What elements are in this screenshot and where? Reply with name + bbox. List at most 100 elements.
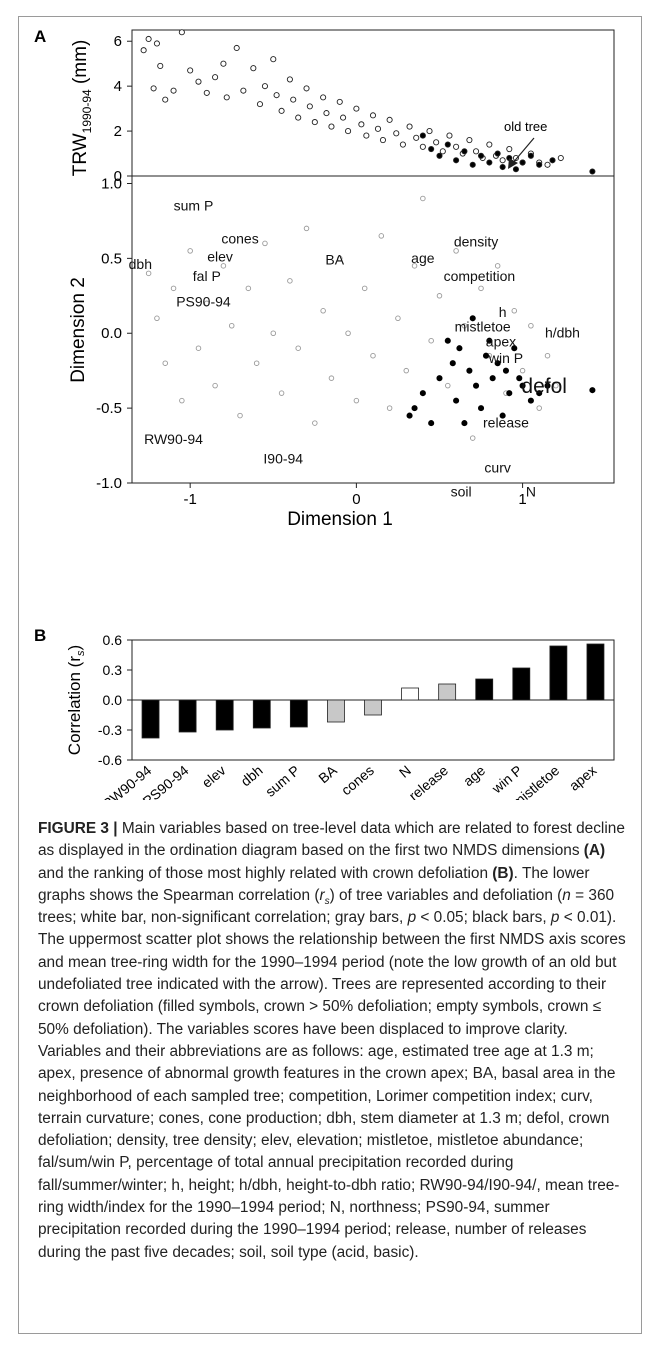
tree-point bbox=[403, 367, 409, 374]
nmds-scatter-plot: 1.0 0.5 0.0 -0.5 -1.0 -1 0 1 sum P cones elev BA a… bbox=[68, 175, 615, 530]
bar-category-label: elev bbox=[199, 762, 229, 791]
tree-point bbox=[261, 83, 269, 90]
tree-point bbox=[253, 360, 260, 366]
defoliated-tree-point bbox=[511, 345, 518, 352]
tree-point bbox=[290, 96, 297, 103]
top-plot-yticks: 6 4 2 0 bbox=[114, 33, 132, 185]
caption-figure-label: FIGURE 3 | bbox=[38, 820, 118, 837]
tree-point bbox=[353, 105, 360, 112]
tree-point bbox=[157, 62, 164, 69]
tree-point bbox=[245, 285, 252, 292]
tree-point bbox=[499, 157, 506, 164]
defoliated-tree-point bbox=[461, 420, 468, 427]
top-scatter-plot: 6 4 2 0 old tree TRW1990-94 (mm) bbox=[70, 29, 615, 185]
defoliated-tree-point bbox=[512, 166, 519, 173]
tree-point bbox=[345, 128, 352, 135]
defoliated-tree-point bbox=[536, 390, 543, 397]
defoliated-tree-point bbox=[519, 382, 526, 389]
tree-point bbox=[426, 128, 433, 135]
tree-point bbox=[544, 161, 551, 168]
nmds-variable-label: N bbox=[526, 483, 536, 499]
tree-point bbox=[262, 240, 268, 247]
tree-point bbox=[303, 85, 310, 92]
tree-point bbox=[378, 233, 385, 239]
nmds-ytick-label: 0.5 bbox=[101, 250, 122, 267]
tree-point bbox=[433, 139, 440, 146]
figure-graphics: A B 6 4 2 0 old tree TRW1990-94 (mm) 1.0 0.5… bbox=[34, 27, 615, 800]
defoliated-tree-point bbox=[472, 382, 480, 389]
bar-ytick-label: -0.6 bbox=[98, 752, 122, 768]
tree-point bbox=[178, 29, 185, 36]
nmds-variable-label: mistletoe bbox=[455, 319, 511, 335]
bar-category-label: sum P bbox=[262, 762, 303, 800]
bar-plot-yticks: 0.6 0.3 0.0 -0.3 -0.6 bbox=[98, 632, 132, 768]
figure-frame bbox=[18, 16, 642, 1334]
correlation-bar bbox=[438, 683, 457, 701]
tree-point bbox=[328, 123, 335, 130]
tree-point bbox=[446, 132, 453, 139]
nmds-ytick-label: -1.0 bbox=[96, 475, 122, 492]
tree-point bbox=[379, 137, 387, 144]
tree-point bbox=[494, 263, 501, 269]
nmds-variable-label: BA bbox=[325, 251, 344, 267]
bar-category-label: BA bbox=[315, 762, 340, 787]
tree-point bbox=[287, 278, 293, 284]
tree-point bbox=[295, 345, 301, 351]
defoliated-tree-point bbox=[494, 360, 501, 367]
tree-point bbox=[472, 148, 480, 155]
tree-point bbox=[466, 137, 473, 144]
defoliated-tree-point bbox=[477, 152, 485, 159]
defoliated-tree-point bbox=[444, 141, 451, 148]
defoliated-tree-point bbox=[486, 337, 493, 344]
defoliated-tree-point bbox=[466, 367, 473, 374]
top-plot-ylabel: TRW1990-94 (mm) bbox=[70, 40, 94, 177]
tree-point bbox=[270, 56, 277, 63]
tree-point bbox=[406, 123, 413, 130]
tree-point bbox=[195, 78, 202, 85]
nmds-xtick-label: 0 bbox=[352, 491, 360, 508]
tree-point bbox=[413, 134, 420, 141]
tree-point bbox=[399, 141, 406, 148]
tree-point bbox=[203, 89, 210, 96]
old-tree-annotation: old tree bbox=[504, 119, 547, 134]
nmds-variable-label: soil bbox=[451, 483, 472, 499]
defoliated-tree-point bbox=[444, 337, 451, 344]
top-ytick-label: 4 bbox=[114, 78, 122, 95]
defoliated-tree-point bbox=[461, 148, 468, 155]
defoliated-tree-point bbox=[489, 375, 496, 382]
tree-point bbox=[428, 337, 434, 344]
bar-ytick-label: 0.6 bbox=[103, 632, 123, 648]
nmds-ylabel: Dimension 2 bbox=[68, 277, 89, 383]
correlation-bar bbox=[586, 643, 605, 701]
tree-point bbox=[204, 300, 210, 307]
top-ytick-label: 2 bbox=[114, 123, 122, 140]
old-tree-arrow bbox=[508, 137, 535, 169]
tree-point bbox=[328, 375, 335, 381]
correlation-bar bbox=[401, 687, 419, 701]
nmds-variable-label: cones bbox=[221, 230, 258, 246]
defoliated-tree-point bbox=[428, 420, 435, 427]
bar-category-label: apex bbox=[566, 762, 600, 794]
tree-point bbox=[340, 114, 347, 121]
tree-point bbox=[233, 44, 240, 52]
defoliated-tree-point bbox=[428, 145, 435, 153]
tree-point bbox=[353, 397, 360, 404]
bar-category-label: release bbox=[406, 762, 452, 800]
nmds-variable-label: defol bbox=[521, 375, 567, 398]
tree-point bbox=[519, 367, 526, 374]
tree-point bbox=[536, 405, 542, 411]
tree-point bbox=[393, 130, 400, 137]
tree-point bbox=[320, 308, 326, 314]
tree-point bbox=[312, 420, 318, 426]
tree-point bbox=[512, 154, 519, 162]
correlation-bar bbox=[512, 667, 531, 701]
figure-caption: FIGURE 3 | Main variables based on tree-… bbox=[38, 820, 626, 1261]
tree-point bbox=[195, 345, 202, 351]
nmds-variable-label: h/dbh bbox=[545, 325, 580, 341]
tree-point bbox=[345, 330, 351, 336]
nmds-variable-label: competition bbox=[444, 268, 516, 284]
tree-point bbox=[544, 352, 551, 359]
tree-point bbox=[311, 119, 318, 126]
defoliated-tree-point bbox=[527, 397, 534, 404]
defoliated-tree-point bbox=[589, 387, 596, 394]
